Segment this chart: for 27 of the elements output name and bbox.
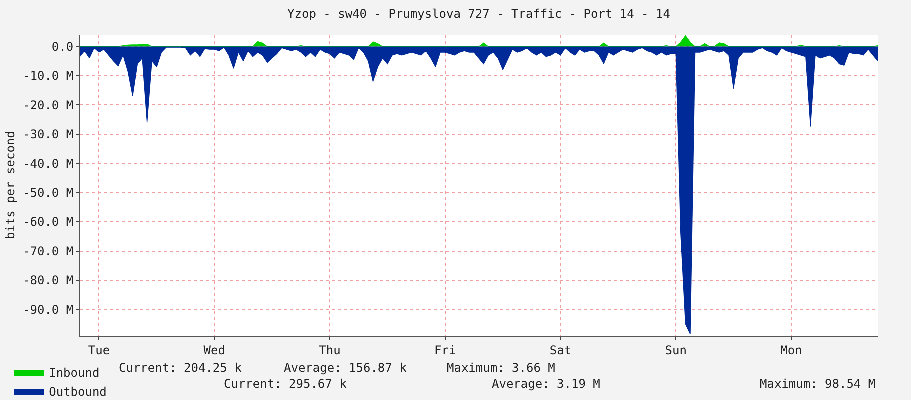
- y-tick-label: -50.0 M: [23, 186, 74, 200]
- chart-title: Yzop - sw40 - Prumyslova 727 - Traffic - Port 14 - 14: [288, 7, 670, 22]
- x-tick-label: Mon: [780, 343, 802, 358]
- y-tick-label: -10.0 M: [23, 69, 74, 84]
- text: Current: 204.25 k: [119, 361, 243, 375]
- y-tick-label: 0.0: [52, 40, 74, 54]
- x-tick-label: Sat: [550, 343, 572, 358]
- y-tick-label: -30.0 M: [23, 128, 74, 142]
- y-tick-label: -90.0 M: [23, 302, 74, 317]
- y-tick-label: -80.0 M: [23, 274, 74, 288]
- text: Maximum: 98.54 M: [760, 377, 876, 391]
- x-tick-label: Wed: [204, 343, 226, 358]
- y-tick-label: -70.0 M: [23, 244, 74, 258]
- legend-label: Inbound: [49, 366, 100, 380]
- text: Average: 3.19 M: [492, 377, 600, 391]
- text: Maximum: 3.66 M: [447, 361, 556, 375]
- y-axis-title: bits per second: [4, 131, 18, 240]
- text: Current: 295.67 k: [224, 377, 348, 391]
- y-tick-label: -40.0 M: [23, 156, 74, 171]
- x-tick-label: Tue: [88, 343, 110, 358]
- x-tick-label: Sun: [665, 343, 687, 358]
- y-tick-label: -20.0 M: [23, 98, 74, 112]
- x-tick-label: Fri: [434, 343, 456, 358]
- text: Average: 156.87 k: [284, 361, 408, 375]
- x-tick-label: Thu: [319, 343, 341, 358]
- y-tick-label: -60.0 M: [23, 215, 74, 230]
- legend-label: Outbound: [49, 385, 107, 400]
